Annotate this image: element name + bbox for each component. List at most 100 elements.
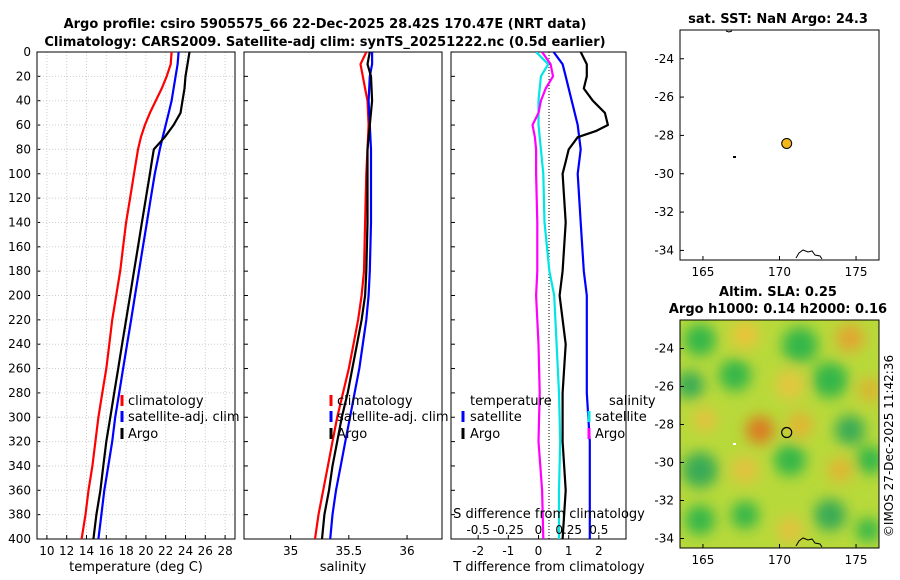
x-tick-label: 35.5 [335,544,362,558]
temperature-lines [80,52,191,539]
map-y-tick-label: -32 [654,494,674,508]
sla-cell [782,327,818,363]
map-y-tick-label: -28 [654,128,674,142]
legend-satellite-2: satellite-adj. clim [337,410,449,425]
depth-tick-label: 100 [8,167,31,181]
map-y-tick-label: -32 [654,205,674,219]
difference-panel: -2 -1 0 1 2 T difference from climatology S … [450,51,656,575]
depth-tick-label: 280 [8,386,31,400]
sla-map-title-line1: Altim. SLA: 0.25 [719,285,837,300]
sla-cell [719,359,751,391]
figure-title-line1: Argo profile: csiro 5905575_66 22-Dec-20… [64,17,587,32]
series-line-t-argo [558,52,610,539]
legend-s-argo: Argo [595,427,625,442]
x-tick-label: 36 [399,544,414,558]
legend-s-satellite: satellite [595,410,647,425]
salinity-difference-ticks: -0.5 -0.25 0 0.25 0.5 [466,523,608,537]
coastline [795,537,823,548]
salinity-lines [313,52,374,539]
series-line-s-satellite [535,52,562,539]
depth-tick-label: 60 [16,118,31,132]
sla-cell [835,415,865,445]
depth-tick-label: 40 [16,94,31,108]
legend-argo-2: Argo [337,427,367,442]
sla-map: Altim. SLA: 0.25 Argo h1000: 0.14 h2000:… [654,285,887,567]
salinity-panel: 35 35.5 36 salinity climatology satellite-… [243,51,449,575]
map-y-tick-label: -30 [654,456,674,470]
depth-tick-label: 240 [8,337,31,351]
sla-cell [731,456,759,484]
map-y-tick-label: -26 [654,90,674,104]
sla-cell [775,370,805,400]
x-tick-label: 16 [99,544,114,558]
legend-salinity-heading: salinity [609,394,656,409]
map-y-tick-label: -26 [654,380,674,394]
sla-cell [731,321,759,349]
argo-float-marker [781,137,793,149]
salinity-difference-tick-label: 0.5 [589,523,608,537]
temperature-axes-frame [36,51,236,540]
sla-cell [685,505,715,535]
series-line-t-satellite [552,52,591,539]
difference-xlabel: T difference from climatology [452,560,645,575]
temperature-x-ticks: 10 12 14 16 18 20 22 24 26 28 [39,535,233,558]
depth-tick-label: 360 [8,483,31,497]
depth-tick-label: 120 [8,191,31,205]
coastline [725,30,733,33]
x-tick-label: 26 [198,544,213,558]
series-line-satellite-adj-clim [97,52,180,539]
x-tick-label: 28 [217,544,232,558]
difference-lines [531,52,610,539]
series-line-argo [320,52,374,539]
map-x-tick-label: 175 [845,265,868,279]
x-tick-label: 0 [535,544,543,558]
legend-t-argo: Argo [470,427,500,442]
depth-tick-label: 220 [8,313,31,327]
sla-heatmap [680,320,879,548]
x-tick-label: 10 [39,544,54,558]
depth-tick-label: 380 [8,508,31,522]
sla-cell [856,446,879,474]
x-tick-label: -1 [502,544,514,558]
salinity-legend: climatology satellite-adj. clim Argo [329,394,449,442]
map-y-tick-label: -30 [654,167,674,181]
argo-float-marker-2 [781,426,793,439]
salinity-difference-tick-label: 0.25 [555,523,582,537]
coastline [795,249,823,260]
sla-cell [812,362,848,398]
sst-map: sat. SST: NaN Argo: 24.3 165 170 175 -24 -26… [654,12,880,279]
depth-tick-label: 260 [8,362,31,376]
difference-legend: temperature satellite Argo salinity sate… [461,394,656,442]
map-y-tick-label: -34 [654,243,674,257]
sla-cell [684,324,716,356]
sla-cell [680,371,704,399]
depth-tick-label: 400 [8,532,31,546]
legend-temperature-heading: temperature [470,394,552,409]
temperature-xlabel: temperature (deg C) [69,560,203,575]
x-tick-label: 12 [59,544,74,558]
sla-cell [682,452,718,488]
temperature-legend: climatology satellite-adj. clim Argo [120,394,240,442]
sst-map-frame [679,29,880,261]
watermark: ©IMOS 27-Dec-2025 11:42:36 [882,355,896,537]
map-x-tick-label: 165 [692,553,715,567]
map-x-tick-label: 165 [692,265,715,279]
x-tick-label: 2 [595,544,603,558]
sla-cell [774,444,806,476]
x-tick-label: 24 [178,544,193,558]
sla-cell [814,499,846,531]
x-tick-label: 1 [565,544,573,558]
salinity-xlabel: salinity [320,560,367,575]
x-tick-label: 20 [138,544,153,558]
legend-climatology-2: climatology [337,394,413,409]
legend-t-satellite: satellite [470,410,522,425]
legend-satellite: satellite-adj. clim [128,410,240,425]
sla-cell [828,458,852,482]
map-x-tick-label: 170 [768,553,791,567]
salinity-x-ticks: 35 35.5 36 [283,535,415,558]
sla-cell [777,517,803,543]
sla-cell [856,518,879,542]
depth-tick-label: 0 [23,45,31,59]
depth-tick-label: 300 [8,410,31,424]
depth-axis: 0 20 40 60 80 100 120 140 160 180 200 220 240 260 280 3… [8,45,455,546]
